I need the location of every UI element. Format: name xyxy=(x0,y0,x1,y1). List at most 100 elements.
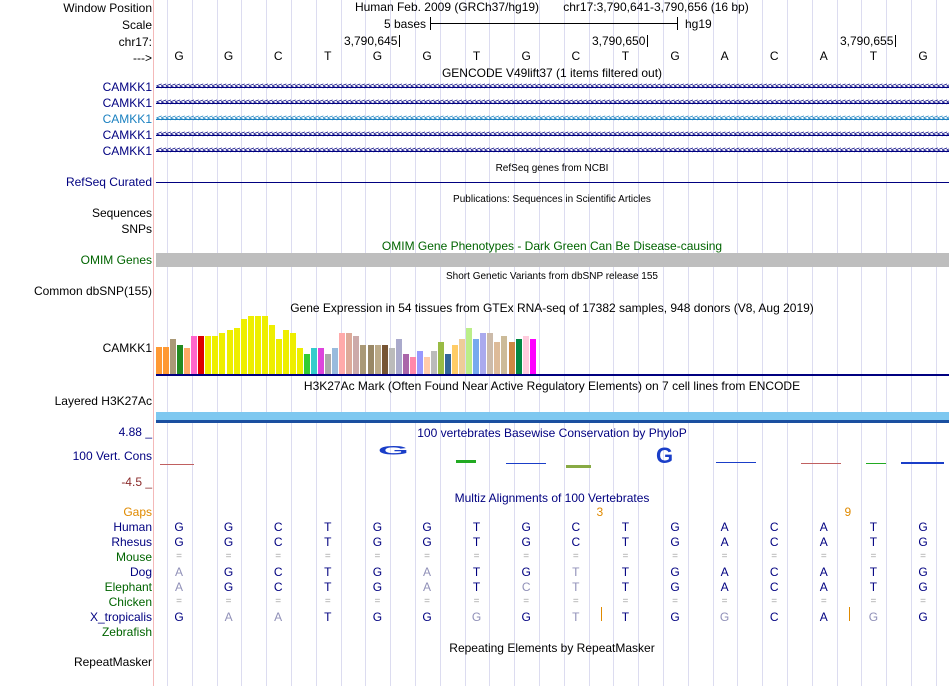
gridline xyxy=(638,0,639,686)
gtex-tissue-bar[interactable] xyxy=(275,339,282,374)
gtex-tissue-bar[interactable] xyxy=(395,339,402,374)
gtex-tissue-bar[interactable] xyxy=(268,325,275,374)
alignment-base: = xyxy=(572,551,579,562)
publications-snps-label[interactable]: SNPs xyxy=(121,222,152,236)
gtex-tissue-bar[interactable] xyxy=(494,342,501,374)
gtex-tissue-bar[interactable] xyxy=(205,336,212,374)
gtex-tissue-bar[interactable] xyxy=(198,336,205,374)
species-label[interactable]: Chicken xyxy=(108,595,152,609)
gtex-tissue-bar[interactable] xyxy=(325,354,332,374)
gtex-tissue-bar[interactable] xyxy=(487,333,494,374)
gtex-tissue-bar[interactable] xyxy=(163,347,170,374)
alignment-base: A xyxy=(819,565,828,579)
gtex-track-label[interactable]: CAMKK1 xyxy=(102,341,152,355)
gtex-tissue-bar[interactable] xyxy=(409,357,416,374)
phylop-logo-g2: G xyxy=(656,445,673,468)
gridline xyxy=(713,0,714,686)
gtex-tissue-bar[interactable] xyxy=(219,333,226,374)
gtex-tissue-bar[interactable] xyxy=(522,336,529,374)
publications-sequences-label[interactable]: Sequences xyxy=(91,206,152,220)
gtex-tissue-bar[interactable] xyxy=(459,339,466,374)
phylop-signal xyxy=(160,464,194,465)
phylop-track-title: 100 vertebrates Basewise Conservation by… xyxy=(417,426,687,440)
gencode-transcript-label[interactable]: CAMKK1 xyxy=(102,80,152,94)
gtex-tissue-bar[interactable] xyxy=(346,333,353,374)
alignment-base: = xyxy=(920,551,926,562)
gtex-tissue-bar[interactable] xyxy=(416,351,423,374)
gencode-transcript[interactable]: <<<<<<<<<<<<<<<<<<<<<<<<<<<<<<<<<<<<<<<<… xyxy=(156,144,949,158)
gtex-tissue-bar[interactable] xyxy=(254,316,261,374)
phylop-signal xyxy=(506,463,546,464)
gtex-tissue-bar[interactable] xyxy=(466,328,473,374)
gtex-tissue-bar[interactable] xyxy=(282,330,289,374)
refseq-track-label[interactable]: RefSeq Curated xyxy=(65,175,152,189)
gtex-tissue-bar[interactable] xyxy=(423,357,430,374)
gtex-bar-chart[interactable] xyxy=(156,316,556,374)
gtex-tissue-bar[interactable] xyxy=(529,339,536,374)
gencode-transcript-label[interactable]: CAMKK1 xyxy=(102,144,152,158)
gtex-tissue-bar[interactable] xyxy=(156,347,163,374)
gtex-tissue-bar[interactable] xyxy=(360,345,367,374)
gtex-tissue-bar[interactable] xyxy=(473,339,480,374)
gtex-tissue-bar[interactable] xyxy=(388,348,395,374)
gtex-tissue-bar[interactable] xyxy=(501,336,508,374)
alignment-base: G xyxy=(918,535,928,549)
phylop-track-label[interactable]: 100 Vert. Cons xyxy=(72,449,152,463)
alignment-base: = xyxy=(820,551,827,562)
gencode-transcript[interactable]: <<<<<<<<<<<<<<<<<<<<<<<<<<<<<<<<<<<<<<<<… xyxy=(156,112,949,126)
gtex-tissue-bar[interactable] xyxy=(480,333,487,374)
dbsnp-track-label[interactable]: Common dbSNP(155) xyxy=(33,284,152,298)
gtex-tissue-bar[interactable] xyxy=(311,348,318,374)
h3k27ac-track-label[interactable]: Layered H3K27Ac xyxy=(54,394,152,408)
species-label[interactable]: Elephant xyxy=(104,580,152,594)
omim-gene-bar[interactable] xyxy=(156,253,949,267)
alignment-base: C xyxy=(769,580,779,594)
repeatmasker-track-label[interactable]: RepeatMasker xyxy=(73,655,152,669)
gencode-transcript-label[interactable]: CAMKK1 xyxy=(102,96,152,110)
gtex-tissue-bar[interactable] xyxy=(191,336,198,374)
gtex-tissue-bar[interactable] xyxy=(170,339,177,374)
alignment-base: T xyxy=(472,535,481,549)
alignment-base: G xyxy=(372,580,383,594)
gtex-tissue-bar[interactable] xyxy=(261,316,268,374)
gtex-tissue-bar[interactable] xyxy=(226,330,233,374)
gtex-tissue-bar[interactable] xyxy=(339,333,346,374)
gtex-tissue-bar[interactable] xyxy=(184,348,191,374)
gtex-tissue-bar[interactable] xyxy=(515,339,522,374)
species-label[interactable]: Dog xyxy=(129,565,152,579)
gtex-tissue-bar[interactable] xyxy=(445,354,452,374)
gtex-tissue-bar[interactable] xyxy=(430,351,437,374)
gtex-tissue-bar[interactable] xyxy=(402,354,409,374)
species-label[interactable]: Zebrafish xyxy=(101,625,152,639)
gtex-tissue-bar[interactable] xyxy=(508,342,515,374)
reference-base: G xyxy=(422,49,432,63)
species-label[interactable]: Human xyxy=(113,520,152,534)
gridline xyxy=(613,0,614,686)
gtex-tissue-bar[interactable] xyxy=(374,345,381,374)
gtex-tissue-bar[interactable] xyxy=(332,348,339,374)
gtex-tissue-bar[interactable] xyxy=(240,319,247,374)
gencode-transcript[interactable]: <<<<<<<<<<<<<<<<<<<<<<<<<<<<<<<<<<<<<<<<… xyxy=(156,80,949,94)
gtex-tissue-bar[interactable] xyxy=(233,328,240,374)
species-label[interactable]: Rhesus xyxy=(111,535,152,549)
gencode-transcript[interactable]: <<<<<<<<<<<<<<<<<<<<<<<<<<<<<<<<<<<<<<<<… xyxy=(156,128,949,142)
gtex-tissue-bar[interactable] xyxy=(438,342,445,374)
gtex-tissue-bar[interactable] xyxy=(289,333,296,374)
gtex-tissue-bar[interactable] xyxy=(247,316,254,374)
gtex-tissue-bar[interactable] xyxy=(452,345,459,374)
gtex-tissue-bar[interactable] xyxy=(177,345,184,374)
gencode-transcript[interactable]: <<<<<<<<<<<<<<<<<<<<<<<<<<<<<<<<<<<<<<<<… xyxy=(156,96,949,110)
species-label[interactable]: Mouse xyxy=(115,550,152,564)
gtex-tissue-bar[interactable] xyxy=(318,348,325,374)
gtex-tissue-bar[interactable] xyxy=(212,336,219,374)
gtex-tissue-bar[interactable] xyxy=(367,345,374,374)
reference-base: C xyxy=(571,49,581,63)
gtex-tissue-bar[interactable] xyxy=(381,345,388,374)
gtex-tissue-bar[interactable] xyxy=(297,348,304,374)
omim-track-label[interactable]: OMIM Genes xyxy=(80,253,152,267)
gtex-tissue-bar[interactable] xyxy=(304,354,311,374)
gencode-transcript-label[interactable]: CAMKK1 xyxy=(102,128,152,142)
gtex-tissue-bar[interactable] xyxy=(353,336,360,374)
species-label[interactable]: X_tropicalis xyxy=(89,610,152,624)
gencode-transcript-label[interactable]: CAMKK1 xyxy=(102,112,152,126)
